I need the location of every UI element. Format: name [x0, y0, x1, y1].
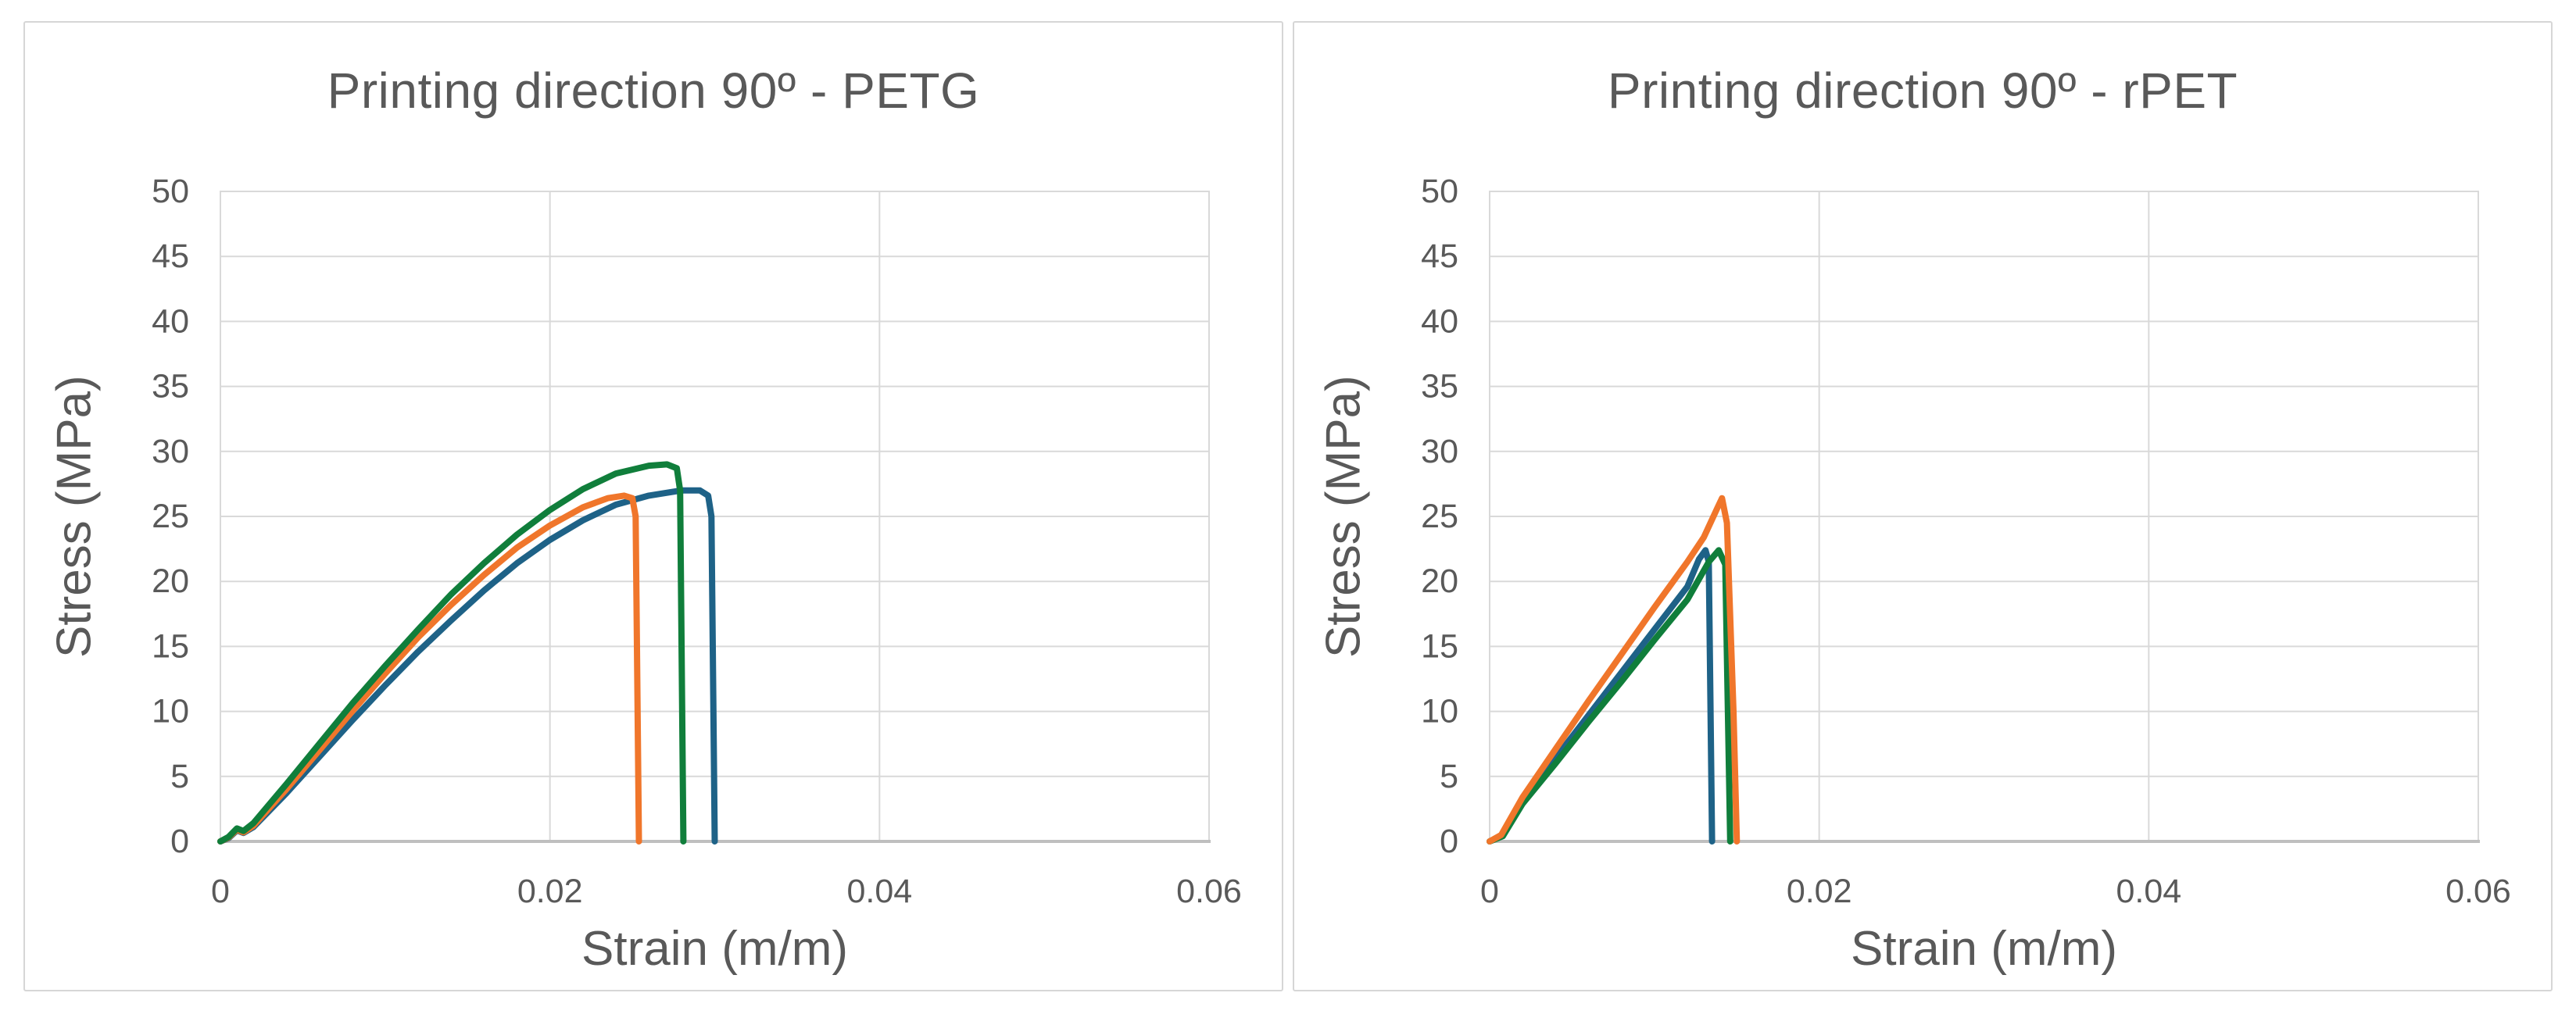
y-tick-label: 50: [152, 173, 189, 210]
y-tick-label: 40: [152, 302, 189, 340]
x-axis-title: Strain (m/m): [1851, 922, 2117, 976]
plot-area-rpet: 0 5 10 15 20 25 30 35 40 45 50 0 0.02 0.04 0.06: [1421, 173, 2511, 910]
y-tick-label: 15: [152, 627, 189, 665]
chart-panel-rpet: Printing direction 90º - rPET Stress (MP…: [1293, 21, 2553, 991]
chart-title-petg: Printing direction 90º - PETG: [327, 62, 980, 119]
y-tick-label: 25: [1421, 498, 1458, 535]
x-tick-label: 0: [1480, 873, 1499, 910]
curve-orange: [1487, 495, 1741, 845]
y-tick-label: 0: [170, 823, 189, 860]
y-tick-label: 20: [152, 562, 189, 600]
y-tick-label: 30: [152, 433, 189, 470]
chart-panel-petg: Printing direction 90º - PETG Stress (MP…: [23, 21, 1283, 991]
x-tick-label: 0.02: [517, 873, 583, 910]
plot-area-petg: 0 5 10 15 20 25 30 35 40 45 50 0 0.02 0.04 0.06: [152, 173, 1242, 910]
y-tick-label: 20: [1421, 562, 1458, 600]
x-tick-label: 0.02: [1787, 873, 1852, 910]
y-tick-label: 10: [152, 693, 189, 730]
y-tick-label: 50: [1421, 173, 1458, 210]
x-tick-label: 0.04: [2116, 873, 2181, 910]
x-tick-label: 0.04: [846, 873, 912, 910]
y-tick-label: 45: [152, 238, 189, 275]
y-tick-label: 35: [1421, 368, 1458, 405]
y-tick-label: 15: [1421, 627, 1458, 665]
y-tick-label: 10: [1421, 693, 1458, 730]
curve-green: [217, 461, 687, 845]
y-tick-label: 25: [152, 498, 189, 535]
y-tick-label: 35: [152, 368, 189, 405]
y-tick-label: 5: [170, 758, 189, 795]
y-tick-label: 40: [1421, 302, 1458, 340]
y-tick-label: 0: [1440, 823, 1458, 860]
y-tick-label: 45: [1421, 238, 1458, 275]
x-axis-title: Strain (m/m): [581, 922, 848, 976]
x-tick-label: 0.06: [2445, 873, 2511, 910]
y-tick-label: 30: [1421, 433, 1458, 470]
x-tick-label: 0.06: [1176, 873, 1242, 910]
y-tick-label: 5: [1440, 758, 1458, 795]
x-tick-label: 0: [211, 873, 230, 910]
chart-title-rpet: Printing direction 90º - rPET: [1607, 62, 2238, 119]
